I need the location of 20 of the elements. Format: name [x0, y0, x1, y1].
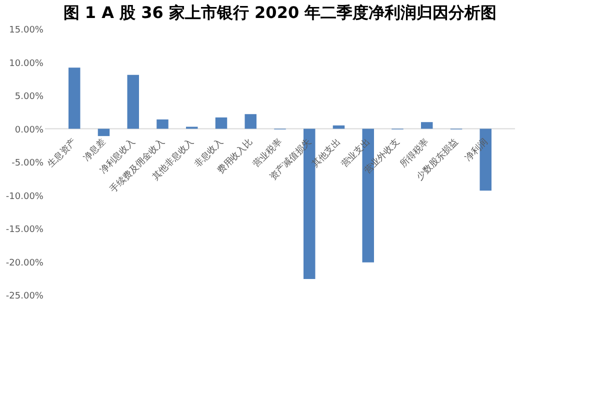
y-tick-label: -15.00% [6, 225, 44, 235]
y-tick-label: 5.00% [14, 92, 44, 102]
bar [244, 114, 256, 129]
bar [421, 122, 433, 129]
x-tick-label: 生息资产 [45, 136, 79, 170]
y-tick-label: -25.00% [6, 292, 44, 302]
bar [68, 68, 80, 129]
y-tick-label: -10.00% [6, 192, 44, 202]
bar [127, 74, 139, 129]
x-tick-label: 净利润 [463, 136, 490, 164]
chart-title: 图 1 A 股 36 家上市银行 2020 年二季度净利润归因分析图 [63, 3, 497, 22]
y-tick-label: 15.00% [9, 26, 44, 36]
y-tick-label: -20.00% [6, 258, 44, 268]
y-tick-label: 0.00% [14, 125, 44, 136]
bar [215, 117, 228, 129]
y-tick-label: -5.00% [12, 158, 44, 168]
y-tick-label: 10.00% [9, 58, 44, 69]
bar [156, 119, 168, 129]
bar [332, 125, 345, 129]
bar [98, 128, 110, 136]
